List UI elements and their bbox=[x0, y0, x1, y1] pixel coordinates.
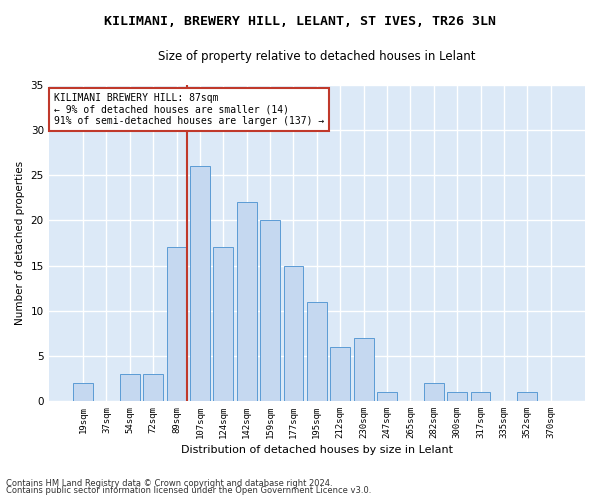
Bar bbox=[237, 202, 257, 401]
Title: Size of property relative to detached houses in Lelant: Size of property relative to detached ho… bbox=[158, 50, 476, 63]
Y-axis label: Number of detached properties: Number of detached properties bbox=[15, 161, 25, 325]
Bar bbox=[517, 392, 537, 401]
Bar bbox=[73, 383, 93, 401]
Bar bbox=[377, 392, 397, 401]
Bar bbox=[470, 392, 490, 401]
Text: KILIMANI BREWERY HILL: 87sqm
← 9% of detached houses are smaller (14)
91% of sem: KILIMANI BREWERY HILL: 87sqm ← 9% of det… bbox=[54, 93, 324, 126]
X-axis label: Distribution of detached houses by size in Lelant: Distribution of detached houses by size … bbox=[181, 445, 453, 455]
Bar bbox=[307, 302, 327, 401]
Bar bbox=[214, 248, 233, 401]
Text: KILIMANI, BREWERY HILL, LELANT, ST IVES, TR26 3LN: KILIMANI, BREWERY HILL, LELANT, ST IVES,… bbox=[104, 15, 496, 28]
Text: Contains public sector information licensed under the Open Government Licence v3: Contains public sector information licen… bbox=[6, 486, 371, 495]
Bar bbox=[284, 266, 304, 401]
Bar bbox=[143, 374, 163, 401]
Bar bbox=[120, 374, 140, 401]
Bar bbox=[447, 392, 467, 401]
Bar bbox=[167, 248, 187, 401]
Bar bbox=[353, 338, 374, 401]
Bar bbox=[330, 347, 350, 401]
Text: Contains HM Land Registry data © Crown copyright and database right 2024.: Contains HM Land Registry data © Crown c… bbox=[6, 478, 332, 488]
Bar bbox=[424, 383, 443, 401]
Bar bbox=[190, 166, 210, 401]
Bar bbox=[260, 220, 280, 401]
